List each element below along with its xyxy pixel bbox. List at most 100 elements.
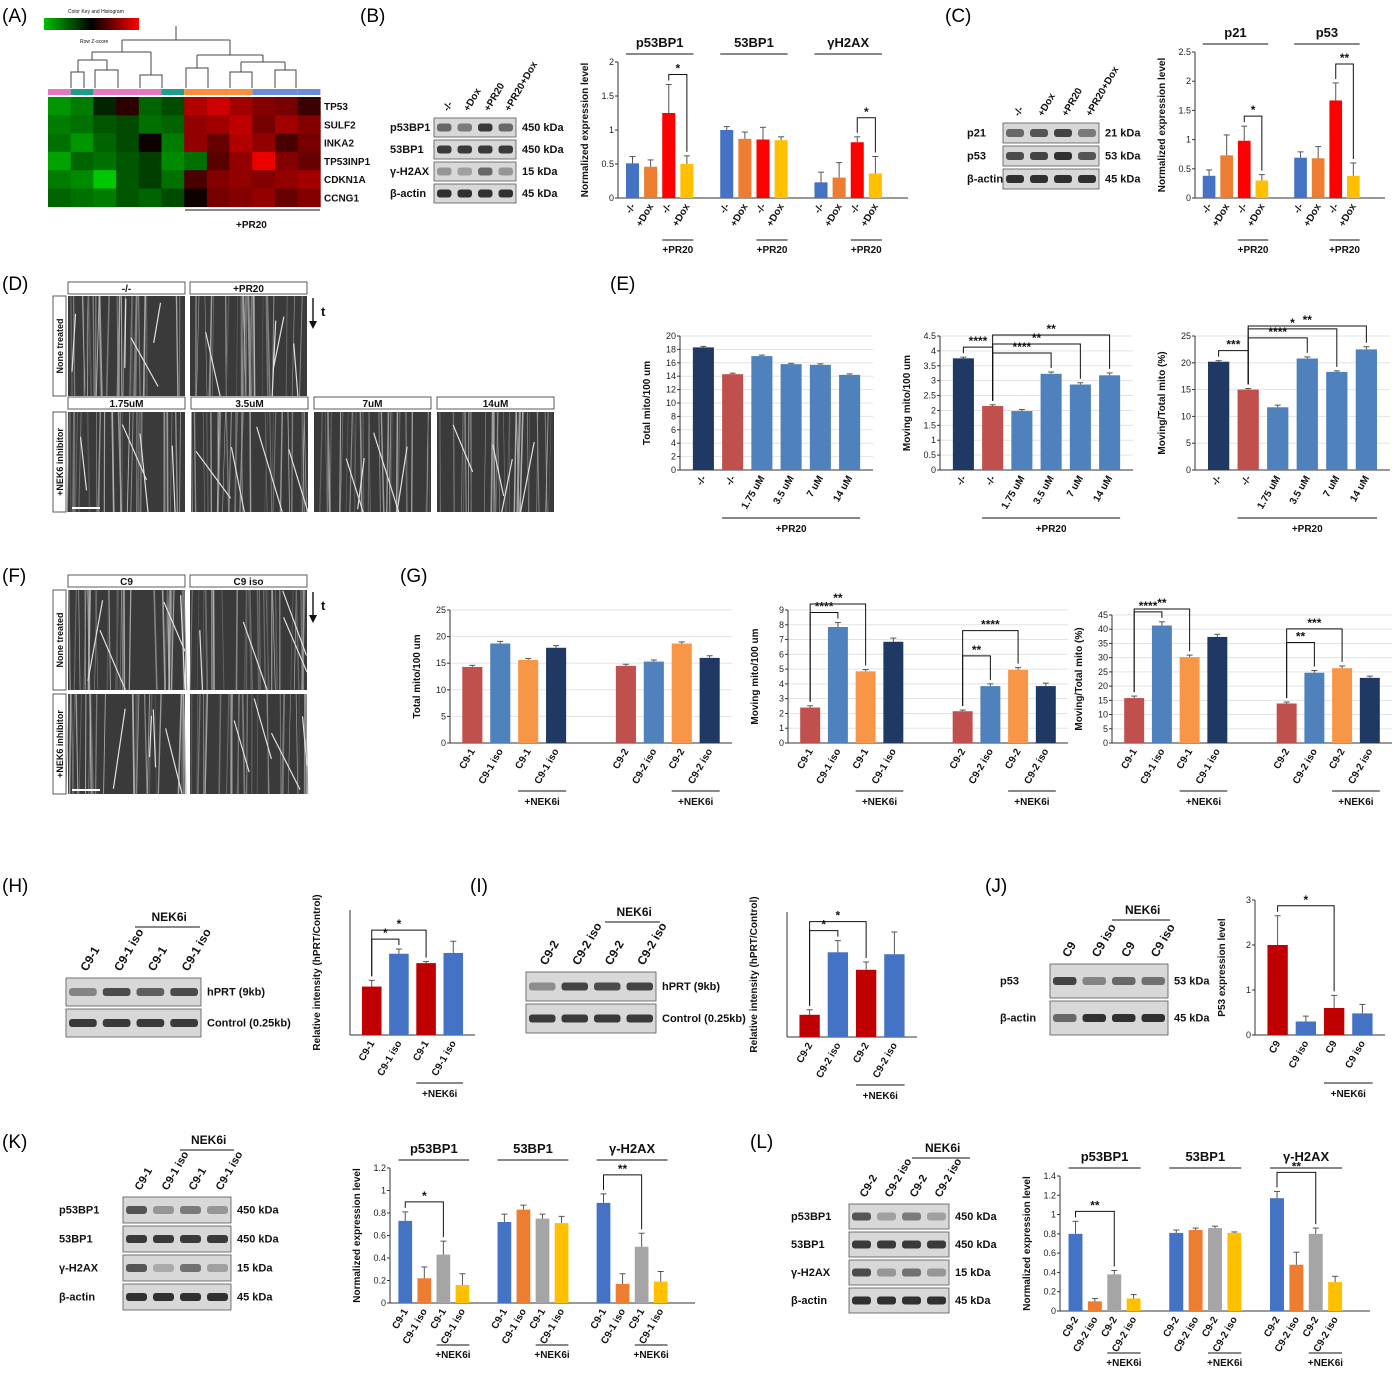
heatmap-cell bbox=[206, 151, 230, 171]
y-tick-label: 1 bbox=[931, 435, 936, 445]
blot-band bbox=[126, 1293, 147, 1301]
blot-band bbox=[170, 1019, 198, 1027]
kymograph-track bbox=[385, 411, 390, 513]
kymograph-d-7um bbox=[314, 411, 431, 513]
blot-band bbox=[852, 1268, 871, 1277]
chart-i: Relative intensity (hPRT/Control)C9-2 C9-… bbox=[749, 896, 917, 1102]
heatmap-cell bbox=[93, 188, 117, 208]
x-tick-label: -/- bbox=[624, 202, 638, 216]
panel-label-j: (J) bbox=[985, 876, 1007, 897]
blot-band bbox=[877, 1296, 896, 1305]
row-label-box bbox=[52, 589, 67, 691]
kymograph-moving-track bbox=[99, 630, 126, 691]
significance-label: ** bbox=[1292, 1159, 1302, 1173]
nek6i-group-label: NEK6i bbox=[152, 910, 187, 924]
heatmap-cell bbox=[161, 115, 185, 134]
kymograph-track bbox=[516, 411, 521, 513]
heatmap-cell bbox=[297, 151, 321, 171]
y-tick-label: 2 bbox=[671, 452, 676, 462]
lane-label: C9-2 iso bbox=[569, 920, 604, 967]
blot-band bbox=[180, 1206, 201, 1214]
column-annotation bbox=[184, 89, 207, 95]
significance-label: ** bbox=[833, 591, 843, 605]
heatmap-cell bbox=[275, 133, 298, 153]
significance-label: * bbox=[397, 917, 402, 931]
bar bbox=[868, 173, 882, 198]
kymograph-track bbox=[126, 411, 131, 513]
bar bbox=[535, 1218, 550, 1303]
y-axis-label: Normalized expression level bbox=[1157, 58, 1168, 193]
bar bbox=[1220, 155, 1233, 198]
kymograph-moving-track bbox=[452, 424, 474, 473]
chart-l: 0 0.2 0.4 0.6 0.8 1 1.2 1.4 Normalized expressio… bbox=[1022, 1149, 1370, 1369]
significance-bracket bbox=[371, 929, 427, 977]
heatmap-cell bbox=[70, 170, 94, 189]
band-kda: 15 kDa bbox=[955, 1267, 991, 1279]
kymograph-d-1-75um bbox=[66, 411, 185, 513]
bar bbox=[497, 1222, 512, 1303]
significance-bracket bbox=[603, 1174, 643, 1230]
x-tick-label: C9 bbox=[1267, 1039, 1283, 1056]
blot-band bbox=[1141, 977, 1165, 985]
band-label: p53 bbox=[1000, 976, 1019, 988]
lane-label: C9-1 bbox=[187, 1166, 209, 1193]
band-label: p21 bbox=[967, 128, 986, 140]
y-tick-label: 1.2 bbox=[373, 1163, 386, 1173]
kymograph-track bbox=[548, 411, 552, 513]
blot-band bbox=[180, 1293, 201, 1301]
kymograph-layer: -/- +PR20 None treated 1.75uM 3.5uM 7uM 14uM +N… bbox=[52, 281, 555, 795]
kymograph-header: 14uM bbox=[483, 399, 509, 410]
heatmap-cell bbox=[184, 170, 208, 189]
blot-band bbox=[136, 988, 165, 996]
panel-label-i: (I) bbox=[470, 876, 488, 897]
x-tick-label: C9-2 bbox=[795, 1041, 816, 1066]
significance-label: ** bbox=[1090, 1198, 1100, 1212]
treatment-label: +NEK6i bbox=[634, 1350, 670, 1361]
panel-label-f: (F) bbox=[2, 566, 26, 587]
kymograph-track bbox=[235, 589, 239, 691]
kymograph-track bbox=[295, 589, 300, 691]
heatmap-cell bbox=[206, 133, 230, 153]
y-tick-label: 1 bbox=[1186, 135, 1191, 145]
treatment-label: +PR20 bbox=[1329, 245, 1360, 256]
band-kda: 450 kDa bbox=[955, 1239, 997, 1251]
column-annotation bbox=[93, 89, 117, 95]
bar bbox=[1355, 349, 1377, 470]
bar bbox=[800, 707, 821, 743]
x-tick-label: -/- bbox=[812, 202, 826, 216]
column-annotation bbox=[116, 89, 139, 95]
bar bbox=[1323, 1008, 1345, 1035]
x-tick-label: 14 uM bbox=[1092, 474, 1116, 504]
kymograph-track bbox=[204, 589, 209, 691]
y-tick-label: 0 bbox=[779, 738, 784, 748]
x-tick-label: C9 bbox=[1324, 1039, 1340, 1056]
group-header: p53BP1 bbox=[636, 35, 684, 50]
bar bbox=[1008, 669, 1029, 743]
bar bbox=[1352, 1013, 1373, 1035]
heatmap-cell bbox=[93, 151, 117, 171]
kymograph-track bbox=[463, 411, 465, 513]
heatmap-cell bbox=[161, 133, 185, 153]
kymograph-track bbox=[131, 693, 136, 795]
x-tick-label: C9 iso bbox=[1343, 1039, 1368, 1070]
kymograph-track bbox=[92, 295, 96, 397]
blot-band bbox=[877, 1268, 896, 1277]
y-tick-label: 0.2 bbox=[1043, 1287, 1056, 1297]
column-annotation-bar bbox=[48, 89, 321, 95]
y-tick-label: 0 bbox=[609, 193, 614, 203]
kymograph-track bbox=[177, 693, 183, 795]
kymograph-f-c9-iso-nek6i bbox=[190, 693, 309, 795]
kymograph-track bbox=[545, 411, 549, 513]
bar bbox=[780, 364, 802, 470]
blot-strip bbox=[1002, 145, 1100, 167]
kymograph-track bbox=[67, 589, 71, 691]
x-tick-label: C9-1 bbox=[357, 1039, 378, 1064]
kymograph-track bbox=[117, 411, 123, 513]
blot-band bbox=[1141, 1014, 1165, 1022]
blot-band bbox=[498, 167, 513, 176]
kymograph-track bbox=[490, 411, 494, 513]
bar bbox=[680, 164, 694, 198]
x-tick-label: 1.75 uM bbox=[1000, 474, 1028, 511]
kymograph-track bbox=[274, 589, 278, 691]
kymograph-track bbox=[136, 693, 140, 795]
